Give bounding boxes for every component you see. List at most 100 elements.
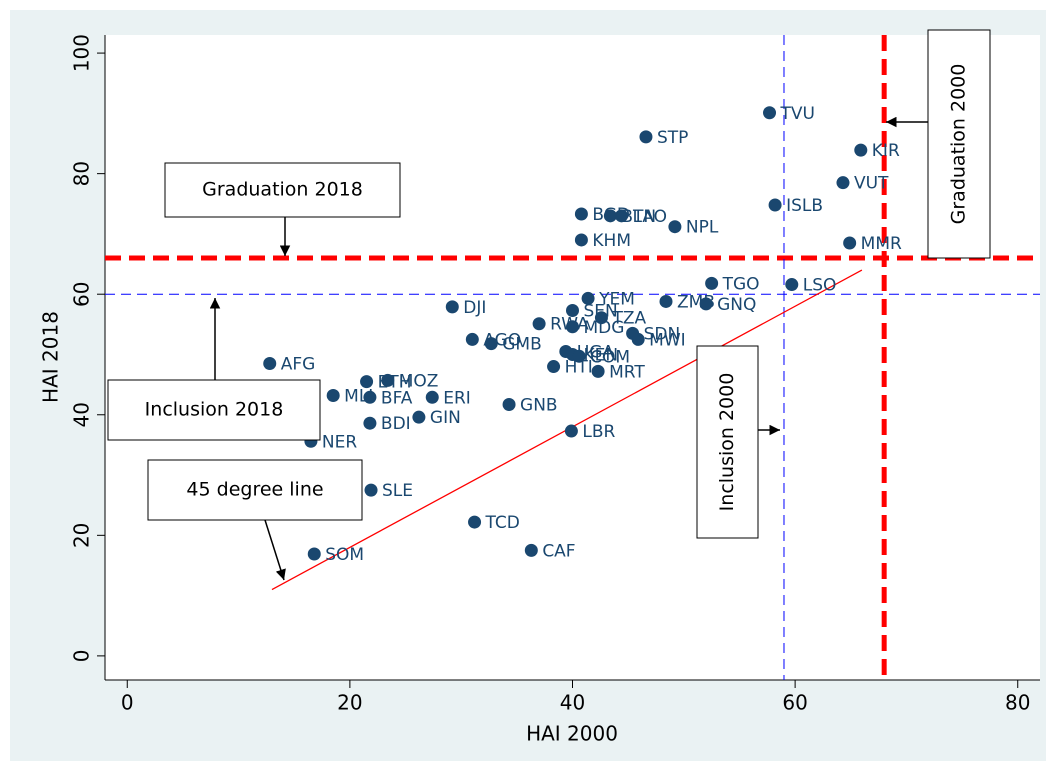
point-label: MOZ: [399, 371, 439, 391]
point: [854, 143, 868, 157]
point: [363, 416, 377, 430]
y-tick-label: 0: [70, 650, 94, 663]
x-tick-label: 0: [121, 691, 134, 715]
point-label: ERI: [443, 388, 471, 408]
point-label: LAO: [632, 207, 667, 227]
point-label: BTN: [621, 207, 656, 227]
point: [566, 320, 579, 334]
annotation-box: [107, 379, 321, 441]
annotation-box: [164, 162, 401, 218]
point-label: COM: [590, 347, 630, 367]
point: [591, 364, 605, 378]
point-label: STP: [657, 128, 688, 148]
y-tick-label: 100: [70, 34, 94, 72]
point-label: TZA: [611, 309, 646, 329]
point: [468, 515, 482, 529]
point: [524, 543, 538, 557]
point-label: CAF: [542, 541, 575, 561]
point-label: KIR: [872, 141, 900, 161]
point: [574, 233, 588, 247]
y-tick-label: 80: [70, 161, 94, 186]
annotation-arrow: [264, 519, 286, 581]
point: [564, 424, 578, 438]
point-label: MWI: [649, 330, 686, 350]
point: [263, 357, 277, 371]
point-label: GIN: [430, 408, 461, 428]
point-label: GNB: [520, 396, 558, 416]
point-label: NPL: [686, 218, 719, 238]
point-label: DJI: [463, 298, 486, 318]
point: [412, 410, 426, 424]
x-tick-label: 80: [1005, 691, 1030, 715]
point: [594, 311, 608, 325]
y-tick-label: 20: [70, 523, 94, 548]
point: [465, 332, 479, 346]
point: [381, 373, 395, 387]
point-label: MRT: [609, 362, 645, 382]
point-label: BFA: [381, 388, 413, 408]
point: [843, 236, 857, 250]
point: [768, 198, 782, 212]
point-label: SOM: [325, 545, 364, 565]
point-label: TVU: [780, 104, 815, 124]
point-label: ISLB: [786, 196, 823, 216]
point-label: AFG: [281, 355, 316, 375]
point-label: MMR: [861, 234, 902, 254]
point-label: LSO: [803, 276, 837, 296]
point: [532, 317, 546, 331]
point-label: KEN: [584, 345, 619, 365]
point-label: TGO: [722, 274, 760, 294]
point: [572, 349, 586, 363]
annotation: Graduation 2018: [202, 179, 363, 201]
point: [659, 294, 673, 308]
annotation-box: [696, 345, 759, 539]
point: [763, 106, 777, 120]
point: [364, 483, 378, 497]
annotation: Graduation 2000: [948, 64, 970, 225]
point: [639, 130, 653, 144]
point: [363, 390, 377, 404]
point-label: KHM: [592, 231, 631, 251]
annotation-box: [927, 29, 991, 259]
point-label: GNQ: [717, 295, 756, 315]
point: [445, 300, 459, 314]
point-label: MDG: [584, 318, 625, 338]
point-label: HTI: [565, 358, 593, 378]
point: [425, 390, 439, 404]
annotation-box: [147, 459, 363, 521]
point-label: SLE: [382, 481, 413, 501]
point: [502, 398, 516, 412]
y-tick-label: 60: [70, 281, 94, 306]
point: [581, 291, 595, 305]
x-tick-label: 40: [560, 691, 585, 715]
point-label: SDN: [644, 324, 681, 344]
point: [705, 276, 719, 290]
point: [547, 360, 561, 374]
point-label: LBR: [582, 422, 615, 442]
point: [699, 297, 713, 311]
point-label: TCD: [485, 513, 520, 533]
y-axis-title: HAI 2018: [39, 311, 63, 403]
point: [836, 176, 850, 190]
point: [326, 388, 340, 402]
point: [785, 278, 799, 292]
x-tick-label: 20: [337, 691, 362, 715]
point-label: NER: [322, 432, 357, 452]
x-tick-label: 60: [782, 691, 807, 715]
point-label: YEM: [598, 289, 635, 309]
annotation: 45 degree line: [186, 479, 323, 501]
point-label: VUT: [854, 174, 889, 194]
point: [614, 209, 628, 223]
point: [574, 207, 588, 221]
point: [360, 375, 374, 389]
x-axis-title: HAI 2000: [526, 722, 618, 746]
point: [631, 332, 645, 346]
annotation: Inclusion 2000: [716, 373, 738, 512]
point-label: GMB: [502, 335, 542, 355]
y-tick-label: 40: [70, 402, 94, 427]
point: [566, 303, 579, 317]
point: [307, 547, 321, 561]
point: [603, 209, 617, 223]
point-label: BDI: [381, 414, 411, 434]
